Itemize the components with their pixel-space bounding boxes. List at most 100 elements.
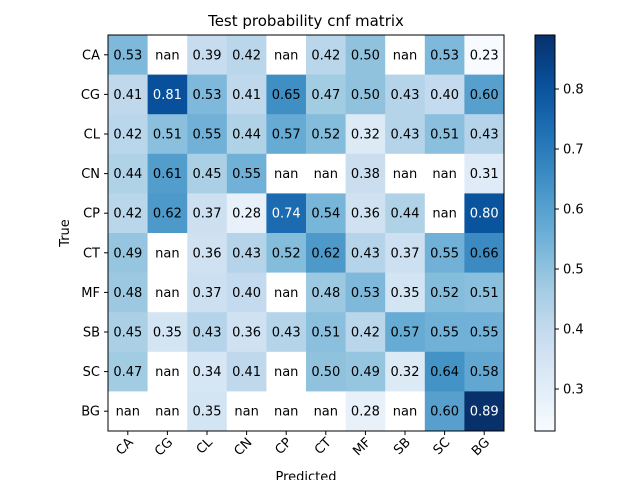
heatmap-cell: [108, 35, 149, 76]
x-tick-label: CA: [113, 435, 136, 458]
heatmap-cell: [226, 153, 267, 194]
cell-value-label: 0.48: [311, 286, 340, 301]
cell-value-label: 0.55: [430, 326, 459, 341]
heatmap-cell: [345, 391, 386, 432]
heatmap-cell: [108, 74, 149, 115]
colorbar: [534, 34, 556, 432]
heatmap-cell: [187, 35, 228, 76]
cell-value-label: nan: [314, 167, 338, 182]
colorbar-ticks: 0.3 0.4 0.5 0.6 0.7 0.8: [555, 83, 584, 398]
cell-value-label: 0.34: [193, 365, 222, 380]
cell-value-label: 0.43: [351, 246, 380, 261]
heatmap-cell: [226, 233, 267, 274]
cell-value-label: 0.41: [232, 88, 261, 103]
cell-value-label: 0.80: [470, 207, 499, 222]
cell-value-label: 0.40: [232, 286, 261, 301]
cell-value-label: 0.23: [470, 48, 499, 63]
heatmap-cell: [266, 153, 307, 194]
cell-value-label: 0.45: [113, 326, 142, 341]
cell-value-label: 0.42: [351, 326, 380, 341]
heatmap-cell: [147, 391, 188, 432]
heatmap-cell: [226, 351, 267, 392]
colorbar-tick-label: 0.4: [563, 323, 584, 338]
heatmap-cell: [424, 272, 465, 313]
heatmap-cell: [147, 272, 188, 313]
heatmap-cell: [464, 193, 505, 234]
x-tick-label: MF: [350, 435, 374, 459]
heatmap-cell: [306, 391, 347, 432]
cell-value-label: 0.47: [311, 88, 340, 103]
cell-value-label: 0.62: [153, 207, 182, 222]
heatmap-cell: [147, 74, 188, 115]
x-tick-label: CT: [312, 435, 335, 458]
heatmap-cell: [464, 114, 505, 155]
cell-value-label: 0.43: [232, 246, 261, 261]
heatmap-cell: [147, 351, 188, 392]
cell-value-label: nan: [393, 48, 417, 63]
cell-value-label: nan: [274, 167, 298, 182]
heatmap-cell: [266, 391, 307, 432]
cell-value-label: 0.44: [232, 128, 261, 143]
heatmap-cell: [226, 114, 267, 155]
heatmap-cell: [464, 153, 505, 194]
cell-value-label: 0.38: [351, 167, 380, 182]
cell-value-label: 0.52: [430, 286, 459, 301]
y-tick-label: CT: [83, 246, 100, 261]
x-tick-label: CL: [194, 435, 217, 458]
heatmap-cell: [108, 114, 149, 155]
heatmap-cell: [187, 312, 228, 353]
heatmap-cell: [424, 351, 465, 392]
heatmap-cell: [424, 193, 465, 234]
heatmap-cell: [108, 233, 149, 274]
x-tick-label: CN: [232, 435, 256, 459]
y-axis-ticks: CA CG CL CN CP CT MF SB SC BG: [81, 48, 108, 420]
heatmap-cell: [266, 312, 307, 353]
x-tick-label: CP: [272, 435, 295, 458]
cell-value-label: 0.60: [430, 405, 459, 420]
cell-value-label: 0.43: [391, 128, 420, 143]
heatmap-cell: [385, 312, 426, 353]
heatmap-cell: [345, 114, 386, 155]
heatmap-cell: [464, 35, 505, 76]
heatmap-cell: [226, 35, 267, 76]
cell-value-label: 0.43: [193, 326, 222, 341]
heatmap-frame: [107, 34, 505, 432]
heatmap-cell: [108, 391, 149, 432]
heatmap-cells: [108, 35, 505, 432]
heatmap-cell: [266, 272, 307, 313]
x-axis-label: Predicted: [275, 470, 336, 480]
heatmap-cell: [306, 193, 347, 234]
cell-value-label: 0.35: [153, 326, 182, 341]
cell-value-label: nan: [155, 246, 179, 261]
cell-value-label: nan: [155, 286, 179, 301]
cell-value-label: nan: [274, 286, 298, 301]
cell-value-label: 0.43: [391, 88, 420, 103]
cell-value-label: 0.51: [311, 326, 340, 341]
cell-value-label: nan: [274, 48, 298, 63]
heatmap-cell: [345, 74, 386, 115]
cell-value-label: nan: [274, 365, 298, 380]
heatmap-cell: [424, 153, 465, 194]
y-tick-label: CA: [82, 48, 100, 63]
heatmap-cell: [306, 233, 347, 274]
heatmap-cell: [464, 272, 505, 313]
heatmap-cell: [266, 35, 307, 76]
heatmap-cell: [464, 351, 505, 392]
colorbar-tick-label: 0.6: [563, 203, 584, 218]
cell-value-label: nan: [155, 48, 179, 63]
cell-value-label: 0.51: [470, 286, 499, 301]
cell-value-label: 0.53: [113, 48, 142, 63]
heatmap-cell: [306, 114, 347, 155]
heatmap-cell: [108, 193, 149, 234]
heatmap-cell: [385, 193, 426, 234]
cell-value-label: nan: [393, 167, 417, 182]
chart-title: Test probability cnf matrix: [207, 12, 404, 30]
cell-value-label: 0.55: [470, 326, 499, 341]
cell-value-label: 0.35: [391, 286, 420, 301]
cell-value-label: 0.55: [232, 167, 261, 182]
cell-value-label: 0.49: [351, 365, 380, 380]
cell-value-label: 0.51: [430, 128, 459, 143]
cell-value-label: 0.37: [193, 286, 222, 301]
cell-value-label: 0.28: [232, 207, 261, 222]
cell-value-label: 0.37: [391, 246, 420, 261]
